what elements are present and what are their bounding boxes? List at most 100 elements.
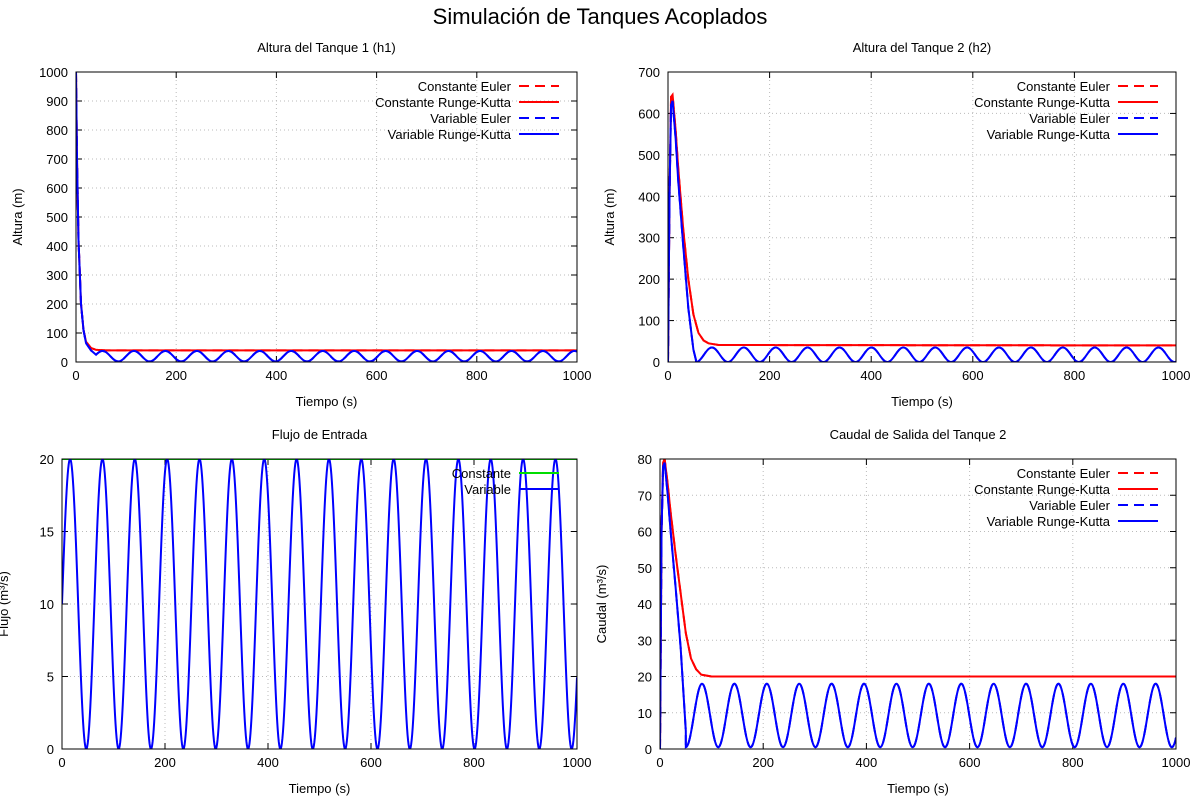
x-tick-label: 0	[664, 368, 671, 383]
x-axis-label: Tiempo (s)	[289, 781, 351, 796]
plot-frame	[667, 71, 1177, 363]
y-axis-label: Caudal (m³/s)	[594, 565, 609, 644]
x-tick-label: 600	[360, 755, 382, 770]
x-tick-label: 400	[860, 368, 882, 383]
plot-frame	[659, 458, 1177, 750]
legend-label: Variable Euler	[1029, 498, 1110, 513]
y-tick-label: 1000	[39, 65, 68, 80]
y-tick-label: 900	[46, 94, 68, 109]
y-tick-label: 500	[46, 210, 68, 225]
plot-frame	[61, 458, 578, 750]
x-tick-label: 800	[1062, 755, 1084, 770]
y-tick-label: 400	[638, 189, 660, 204]
series-line-variable	[62, 459, 577, 749]
series-line-variable-runge-kutta	[660, 462, 1176, 749]
y-tick-label: 0	[653, 355, 660, 370]
y-tick-label: 600	[46, 181, 68, 196]
series-group	[62, 459, 577, 749]
x-tick-label: 1000	[1162, 755, 1191, 770]
plot-frame	[75, 71, 578, 363]
y-tick-label: 100	[638, 314, 660, 329]
x-tick-label: 1000	[563, 755, 592, 770]
x-tick-label: 0	[656, 755, 663, 770]
y-tick-label: 700	[638, 65, 660, 80]
y-tick-label: 70	[638, 488, 652, 503]
x-tick-label: 200	[752, 755, 774, 770]
chart-panel-1: Altura del Tanque 1 (h1) 0 200 400 600 800 100…	[10, 40, 591, 409]
legend-label: Constante Euler	[418, 79, 512, 94]
y-axis-label: Altura (m)	[602, 188, 617, 245]
x-tick-label: 1000	[563, 368, 592, 383]
y-tick-label: 600	[638, 106, 660, 121]
x-tick-label: 400	[266, 368, 288, 383]
x-tick-label: 600	[959, 755, 981, 770]
y-tick-label: 50	[638, 561, 652, 576]
x-axis-label: Tiempo (s)	[887, 781, 949, 796]
y-axis-label: Altura (m)	[10, 188, 25, 245]
x-tick-label: 400	[257, 755, 279, 770]
x-tick-label: 800	[463, 755, 485, 770]
y-tick-label: 100	[46, 326, 68, 341]
chart-title: Caudal de Salida del Tanque 2	[830, 427, 1007, 442]
y-tick-label: 40	[638, 597, 652, 612]
x-tick-label: 800	[1064, 368, 1086, 383]
legend-label: Variable Runge-Kutta	[388, 127, 512, 142]
x-tick-label: 600	[962, 368, 984, 383]
y-tick-label: 20	[40, 452, 54, 467]
x-tick-label: 400	[856, 755, 878, 770]
x-tick-label: 200	[154, 755, 176, 770]
x-tick-label: 0	[72, 368, 79, 383]
x-tick-label: 600	[366, 368, 388, 383]
legend-label: Constante	[452, 466, 511, 481]
x-tick-label: 200	[759, 368, 781, 383]
figure-title: Simulación de Tanques Acoplados	[433, 4, 768, 29]
y-tick-label: 10	[40, 597, 54, 612]
y-tick-label: 300	[46, 268, 68, 283]
chart-panel-4: Caudal de Salida del Tanque 2 0 200 400 600 8…	[594, 427, 1190, 796]
chart-title: Flujo de Entrada	[272, 427, 368, 442]
chart-panel-3: Flujo de Entrada 0 200 400 600 800 1000 0 5 10 15 2…	[0, 427, 591, 796]
y-tick-label: 5	[47, 670, 54, 685]
series-line-variable-runge-kutta	[76, 72, 577, 362]
x-tick-label: 800	[466, 368, 488, 383]
y-tick-label: 10	[638, 706, 652, 721]
series-group	[660, 459, 1176, 749]
y-tick-label: 20	[638, 670, 652, 685]
y-tick-label: 0	[47, 742, 54, 757]
legend-label: Variable Euler	[430, 111, 511, 126]
series-line-constante-runge-kutta	[76, 72, 577, 352]
x-axis-label: Tiempo (s)	[891, 394, 953, 409]
legend-label: Variable Runge-Kutta	[987, 127, 1111, 142]
legend-label: Variable Runge-Kutta	[987, 514, 1111, 529]
y-axis-label: Flujo (m³/s)	[0, 571, 11, 637]
y-tick-label: 200	[46, 297, 68, 312]
x-tick-label: 0	[58, 755, 65, 770]
y-tick-label: 500	[638, 148, 660, 163]
y-tick-label: 30	[638, 633, 652, 648]
legend-label: Constante Runge-Kutta	[375, 95, 512, 110]
legend-label: Variable	[464, 482, 511, 497]
y-tick-label: 800	[46, 123, 68, 138]
legend-label: Constante Runge-Kutta	[974, 95, 1111, 110]
y-tick-label: 400	[46, 239, 68, 254]
y-tick-label: 200	[638, 272, 660, 287]
y-tick-label: 0	[61, 355, 68, 370]
chart-title: Altura del Tanque 2 (h2)	[853, 40, 992, 55]
y-tick-label: 700	[46, 152, 68, 167]
chart-title: Altura del Tanque 1 (h1)	[257, 40, 396, 55]
legend-label: Variable Euler	[1029, 111, 1110, 126]
series-group	[76, 72, 577, 362]
series-line-constante-runge-kutta	[660, 459, 1176, 749]
legend-label: Constante Euler	[1017, 466, 1111, 481]
x-tick-label: 200	[165, 368, 187, 383]
x-axis-label: Tiempo (s)	[296, 394, 358, 409]
x-tick-label: 1000	[1162, 368, 1191, 383]
y-tick-label: 300	[638, 231, 660, 246]
y-tick-label: 15	[40, 525, 54, 540]
